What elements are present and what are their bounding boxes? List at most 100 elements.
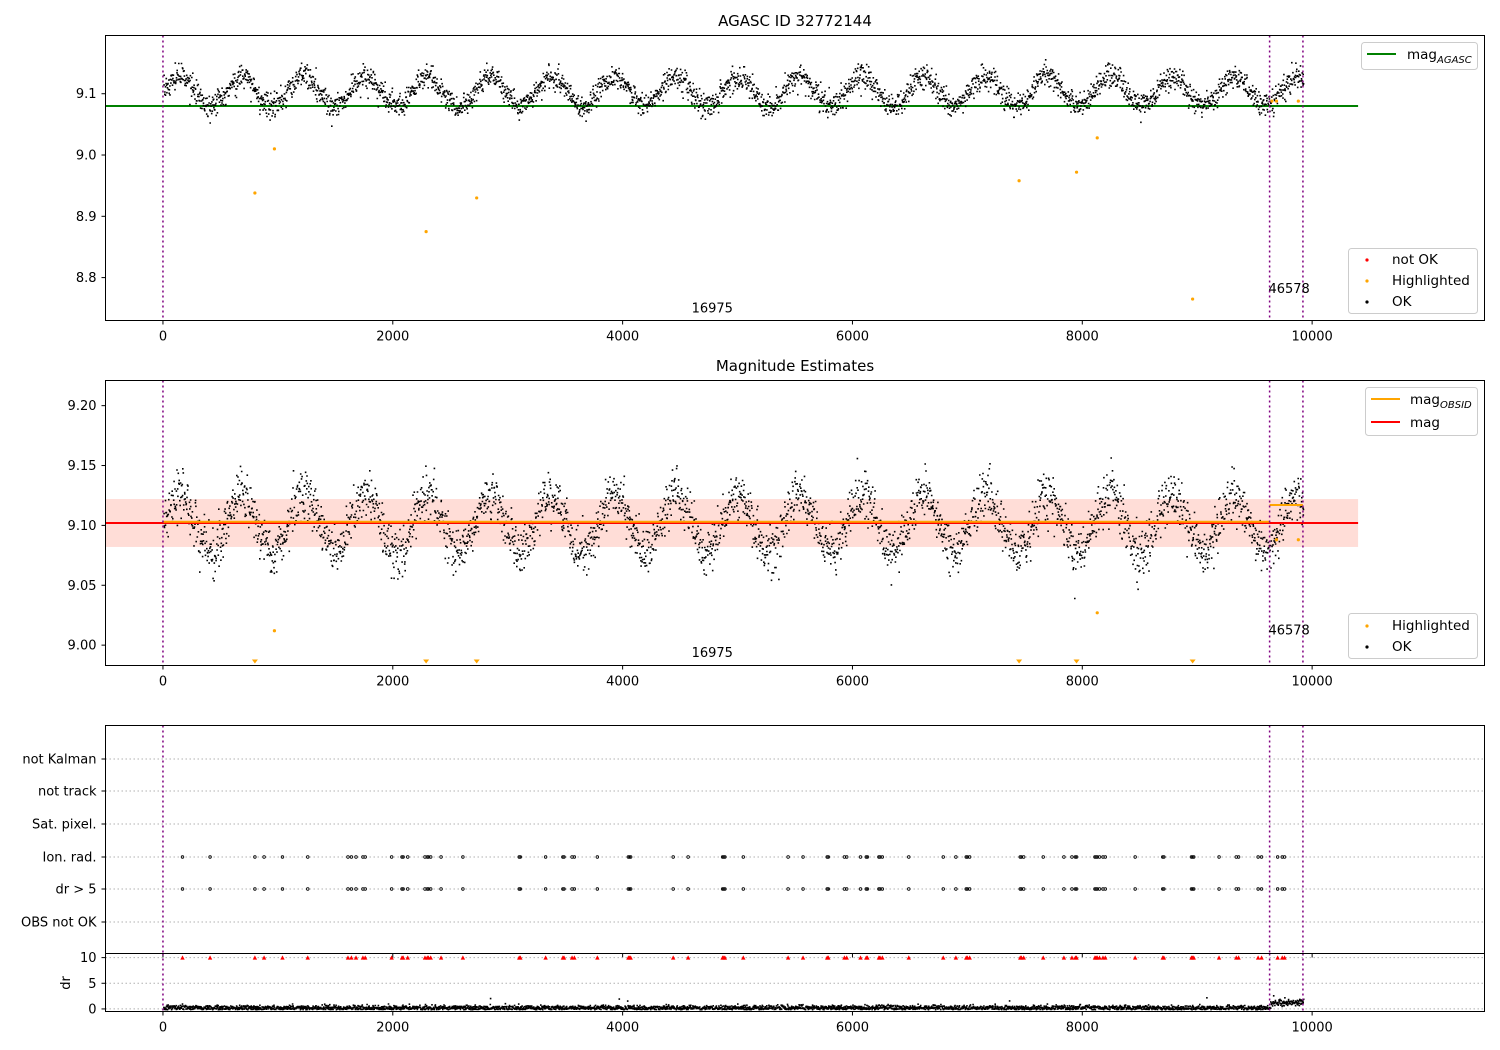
dr-clipped-marker [670,955,676,960]
legend-marker-ok [1365,645,1369,649]
highlighted-point [1095,136,1099,140]
flag-point [346,855,350,859]
flag-point [967,855,972,859]
flag-point [1162,855,1166,859]
dr-clipped-marker [572,955,577,960]
x-tick-label: 8000 [1066,675,1099,690]
flag-point [1073,887,1078,891]
flag-point [1103,887,1107,891]
dr-clipped-marker [252,955,258,960]
y-tick-label: 0 [88,1002,96,1017]
dr-clipped-marker [844,955,849,960]
flag-point [786,855,790,859]
highlighted-point [1296,99,1300,103]
flag-point [826,887,831,891]
highlighted-point [1095,611,1099,615]
flag-point [864,855,868,859]
x-tick-label: 6000 [836,675,869,690]
flag-point [429,855,433,859]
y-tick-label: 9.1 [76,87,97,102]
dr-clipped-marker [543,955,548,960]
x-tick-label: 10000 [1291,1021,1332,1036]
dr-clipped-marker [389,955,394,960]
flag-point [363,855,367,859]
flag-point [1097,855,1102,859]
flag-point [461,855,465,859]
flag-row-label: not track [38,785,97,800]
y-tick-label: 9.00 [68,639,97,654]
legend-marker-highlighted [1365,624,1369,628]
flag-point [262,887,266,891]
flag-point [439,855,443,859]
flags-frame [105,725,1485,954]
dr-clipped-marker [349,955,354,960]
dr-clipped-marker [858,955,863,960]
dr-axis-label: dr [59,976,74,990]
y-tick-label: 9.05 [68,579,97,594]
dr-clipped-marker [1069,955,1075,960]
highlighted-point [1191,297,1195,301]
obsid-annotation: 16975 [692,302,733,317]
flag-point [671,855,675,859]
flag-point [543,855,548,859]
y-tick-label: 5 [88,977,96,992]
x-tick-label: 0 [159,330,167,345]
flag-point [572,887,577,891]
flag-point [1236,855,1241,859]
flag-point [401,887,405,891]
dr-clipped-marker [1021,955,1026,960]
legend-box [1348,613,1478,659]
dr-clipped-marker [1191,955,1196,960]
x-tick-label: 2000 [376,675,409,690]
dr-clipped-marker [261,955,267,960]
flag-point [253,855,257,859]
legend-label-not-ok: not OK [1392,252,1439,268]
dr-clipped-marker [595,955,600,960]
legend-label-mag-agasc: magAGASC [1407,47,1472,66]
highlighted-point [475,196,479,200]
dr-clipped-marker [785,955,791,960]
x-tick-label: 0 [159,1021,167,1036]
flag-point [1217,887,1221,891]
dr-clipped-marker [363,955,368,960]
off-scale-marker [423,659,430,664]
flag-point [825,887,829,891]
flag-point [425,855,429,859]
panel1-point-legend: not OK Highlighted OK [1348,248,1478,314]
flag-point [1275,855,1280,859]
flag-point [354,887,358,891]
flag-point [627,887,632,891]
flag-point [208,887,212,891]
flag-point [671,887,675,891]
dr-clipped-marker [438,955,444,960]
dr-clipped-marker [1259,955,1264,960]
flag-point [1041,855,1045,859]
dr-clipped-marker [1275,955,1280,960]
flag-row-label: dr > 5 [55,883,96,898]
flag-point [1217,855,1221,859]
x-tick-label: 4000 [606,675,639,690]
highlighted-point [1274,99,1279,103]
flag-point [826,855,831,859]
dr-clipped-marker [826,955,831,960]
dr-clipped-marker [967,955,972,960]
dr-clipped-marker [1103,955,1108,960]
flag-point [1190,887,1195,891]
flag-point [1073,855,1078,859]
dr-clipped-marker [685,955,691,960]
flag-point [517,855,521,859]
dr-clipped-marker [953,955,959,960]
obsid-annotation: 46578 [1268,282,1309,297]
dr-clipped-marker [1074,955,1079,960]
flag-row-label: Sat. pixel. [32,818,96,833]
obsid-annotation: 16975 [692,646,733,661]
legend-marker-not-ok [1365,258,1369,262]
dr-clipped-marker [1097,955,1102,960]
flag-point [877,887,881,891]
flag-point [262,855,266,859]
flag-point [1192,855,1196,859]
off-scale-marker [473,659,480,664]
flag-point [1256,887,1260,891]
flag-point [1162,887,1166,891]
x-tick-label: 6000 [836,330,869,345]
